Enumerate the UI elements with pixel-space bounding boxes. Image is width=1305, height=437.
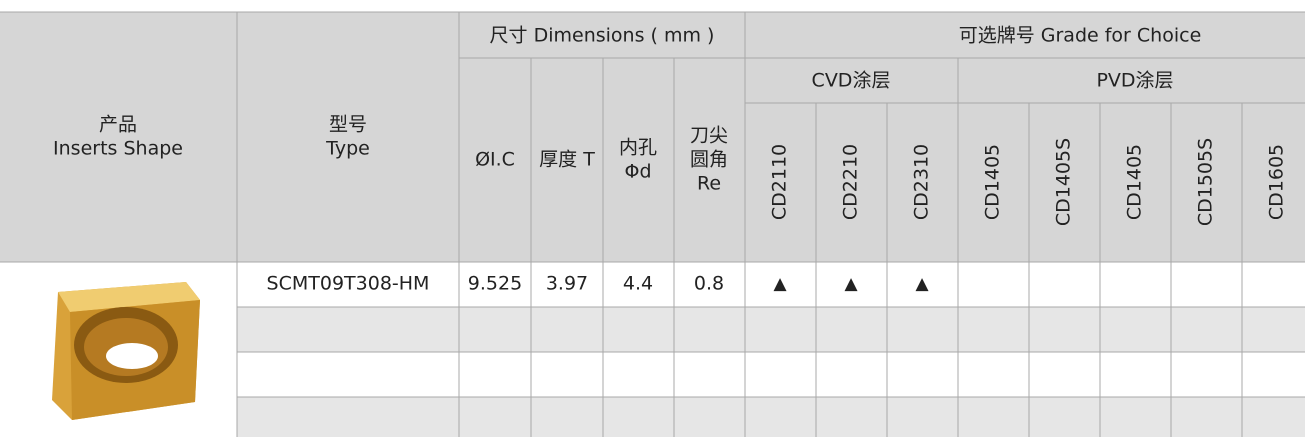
type-header: 型号 [329, 114, 367, 136]
dimension-header: 厚度 T [539, 149, 595, 171]
grade-name: CD1405S [1053, 138, 1075, 226]
grade-mark: ▲ [915, 274, 929, 294]
row-bg [237, 307, 1305, 352]
dimensions-header: 尺寸 Dimensions ( mm ) [490, 25, 715, 47]
grade-header: 可选牌号 Grade for Choice [959, 25, 1202, 47]
dimension-cell: 0.8 [694, 273, 724, 295]
dimension-header: 内孔 [619, 137, 657, 159]
grade-name: CD1405 [982, 144, 1004, 220]
grade-name: CD1605 [1266, 144, 1288, 220]
grade-name: CD2110 [769, 144, 791, 220]
dimension-cell: 3.97 [546, 273, 588, 295]
dimension-cell: 9.525 [468, 273, 522, 295]
group-header: PVD涂层 [1096, 70, 1173, 92]
shape-header: 产品 [99, 114, 137, 136]
grade-name: CD2210 [840, 144, 862, 220]
dimension-header: Φd [624, 161, 651, 183]
grade-mark: ▲ [844, 274, 858, 294]
shape-header: Inserts Shape [53, 138, 183, 160]
dimension-header: 圆角 [690, 149, 728, 171]
insert-image [52, 282, 200, 420]
row-bg [237, 397, 1305, 437]
group-header: CVD涂层 [812, 70, 891, 92]
grade-name: CD1505S [1195, 138, 1217, 226]
grade-name: CD1405 [1124, 144, 1146, 220]
dimension-header: Re [697, 173, 721, 195]
dimension-header: 刀尖 [690, 125, 728, 147]
dimension-cell: 4.4 [623, 273, 653, 295]
dimension-header: ØI.C [475, 149, 515, 171]
grade-mark: ▲ [773, 274, 787, 294]
grade-name: CD2310 [911, 144, 933, 220]
header-bg [0, 12, 1305, 262]
type-cell: SCMT09T308-HM [267, 273, 430, 295]
type-header: Type [325, 138, 370, 160]
